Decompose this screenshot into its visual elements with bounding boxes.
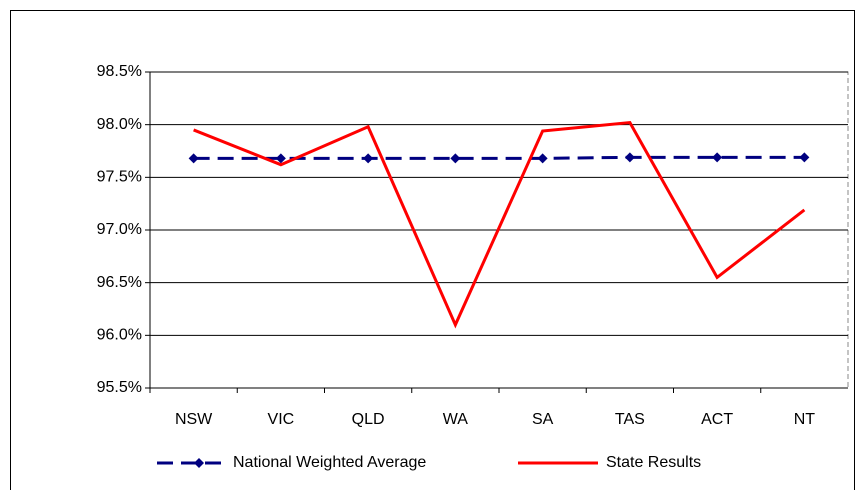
legend-marker xyxy=(194,458,204,468)
legend: National Weighted Average State Results xyxy=(157,454,701,471)
x-tick-label: TAS xyxy=(615,411,645,428)
y-tick-label: 98.5% xyxy=(97,63,142,80)
x-tick-label: VIC xyxy=(268,411,295,428)
y-tick-label: 95.5% xyxy=(97,379,142,396)
y-tick-label: 98.0% xyxy=(97,116,142,133)
series-line xyxy=(193,120,806,329)
x-tick-label: WA xyxy=(443,411,469,428)
y-tick-label: 96.0% xyxy=(97,327,142,344)
y-tick-label: 97.5% xyxy=(97,169,142,186)
legend-label: State Results xyxy=(606,454,701,471)
y-tick-label: 96.5% xyxy=(97,274,142,291)
y-tick-label: 97.0% xyxy=(97,221,142,238)
x-tick-label: NSW xyxy=(175,411,213,428)
marker xyxy=(450,153,461,164)
x-tick-label: ACT xyxy=(701,411,733,428)
plot-area: 95.5% 96.0% 96.5% 97.0% 97.5% 98.0% 98.5% NSW VI… xyxy=(97,63,849,428)
x-tick-label: QLD xyxy=(352,411,385,428)
marker xyxy=(275,153,286,164)
x-tick-label: SA xyxy=(532,411,554,428)
marker xyxy=(799,152,810,163)
x-tick-label: NT xyxy=(794,411,816,428)
marker xyxy=(624,152,635,163)
marker xyxy=(363,153,374,164)
chart-frame xyxy=(10,10,855,490)
marker xyxy=(712,152,723,163)
legend-label: National Weighted Average xyxy=(233,454,426,471)
marker xyxy=(188,153,199,164)
marker xyxy=(537,153,548,164)
